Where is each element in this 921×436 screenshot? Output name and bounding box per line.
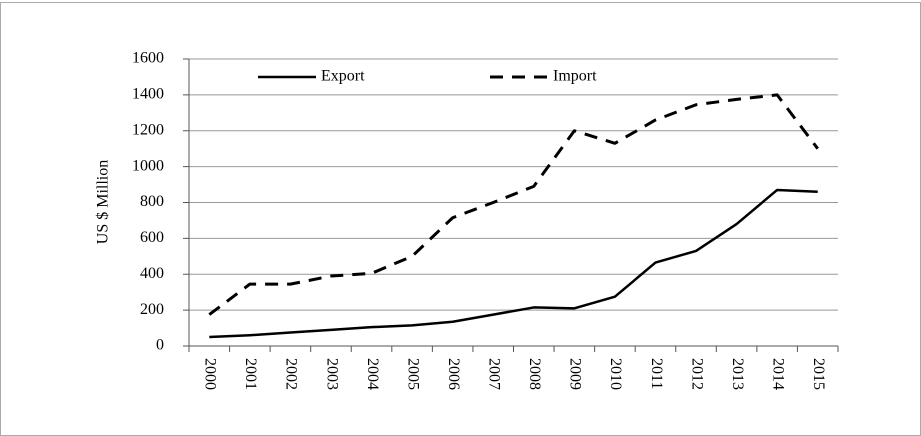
x-tick-label: 2008 [526,358,543,390]
y-tick-label: 1600 [132,50,164,67]
x-tick-label: 2005 [404,358,421,390]
series-line [208,93,819,316]
x-tick-label: 2002 [283,358,300,390]
x-tick-label: 2003 [323,358,340,390]
x-tick-label: 2012 [688,358,705,390]
y-tick-label: 1200 [132,121,164,138]
x-tick-label: 2004 [364,358,381,390]
legend-label: Export [321,68,365,85]
y-tick-label: 800 [140,193,164,210]
series-line [209,188,818,339]
y-axis-label: US $ Million [95,160,112,244]
x-tick-label: 2007 [486,358,503,390]
x-tick-label: 2006 [445,358,462,390]
x-tick-label: 2001 [242,358,259,390]
x-tick-label: 2015 [810,358,827,390]
y-tick-label: 0 [156,337,164,354]
y-tick-label: 600 [140,229,164,246]
x-tick-label: 2011 [648,358,665,389]
x-tick-label: 2000 [202,358,219,390]
y-tick-label: 400 [140,265,164,282]
x-tick-label: 2010 [607,358,624,390]
y-tick-label: 200 [140,301,164,318]
y-tick-label: 1000 [132,157,164,174]
legend-label: Import [553,68,597,85]
x-tick-label: 2014 [769,358,786,390]
x-tick-label: 2013 [729,358,746,390]
x-tick-label: 2009 [567,358,584,390]
y-tick-label: 1400 [132,86,164,103]
